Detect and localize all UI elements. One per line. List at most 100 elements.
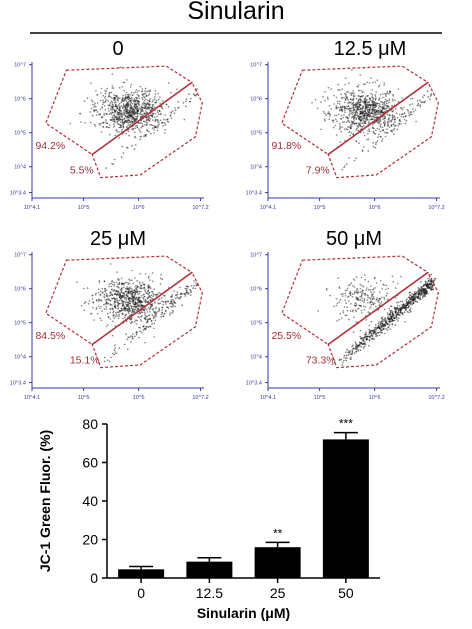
cell-event: [401, 300, 404, 303]
cell-event: [384, 135, 387, 138]
cell-event: [141, 122, 143, 125]
cell-event: [97, 300, 100, 302]
cell-event: [124, 99, 126, 102]
cell-event: [417, 296, 420, 298]
cell-event: [344, 299, 347, 302]
cell-event: [127, 281, 129, 284]
cell-event: [420, 281, 422, 283]
cell-event: [107, 107, 110, 110]
cell-event: [137, 315, 139, 318]
cell-event: [377, 332, 380, 334]
cell-event: [159, 292, 162, 295]
cell-event: [410, 310, 412, 313]
cell-event: [127, 101, 130, 103]
bar-x-label: Sinularin (μM): [197, 605, 290, 621]
cell-event: [134, 320, 136, 323]
y-tick-label: 10^3.4: [10, 191, 26, 197]
cell-event: [375, 129, 377, 131]
cell-event: [380, 110, 383, 112]
y-tick-label: 10^7: [250, 253, 262, 259]
cell-event: [347, 90, 350, 93]
cell-event: [127, 102, 130, 105]
cell-event: [95, 299, 98, 301]
cell-event: [142, 101, 145, 104]
cell-event: [328, 118, 331, 121]
cell-event: [368, 307, 371, 310]
cell-event: [146, 315, 149, 318]
cell-event: [118, 283, 121, 286]
cell-event: [138, 316, 141, 319]
cell-event: [130, 322, 132, 325]
cell-event: [324, 112, 326, 115]
cell-event: [113, 317, 115, 319]
cell-event: [355, 310, 358, 313]
cell-event: [163, 312, 166, 315]
cell-event: [370, 296, 373, 298]
cell-event: [380, 331, 382, 334]
cell-event: [364, 278, 367, 281]
cell-event: [352, 278, 355, 280]
cell-event: [381, 138, 384, 140]
cell-event: [374, 101, 376, 104]
bar-y-tick-label: 0: [90, 570, 98, 586]
cell-event: [86, 97, 89, 99]
cell-event: [153, 127, 156, 129]
cell-event: [120, 126, 122, 129]
cell-event: [134, 335, 136, 338]
cell-event: [399, 113, 401, 116]
cell-event: [176, 293, 179, 296]
cell-event: [393, 118, 396, 121]
cell-event: [159, 302, 162, 305]
flow-dots: [69, 66, 198, 169]
cell-event: [341, 96, 343, 99]
cell-event: [164, 295, 166, 297]
cell-event: [404, 304, 407, 307]
cell-event: [133, 310, 136, 313]
cell-event: [365, 115, 368, 117]
cell-event: [165, 309, 167, 312]
cell-event: [161, 306, 164, 309]
cell-event: [372, 97, 375, 99]
cell-event: [134, 285, 137, 287]
cell-event: [153, 116, 156, 119]
cell-event: [379, 136, 382, 138]
cell-event: [131, 269, 133, 272]
cell-event: [121, 107, 124, 109]
cell-event: [408, 112, 410, 114]
upper-gate: [281, 65, 430, 156]
cell-event: [386, 329, 389, 331]
cell-event: [116, 121, 118, 123]
cell-event: [140, 106, 143, 108]
cell-event: [358, 304, 361, 307]
cell-event: [161, 100, 164, 102]
cell-event: [341, 168, 344, 171]
cell-event: [95, 114, 98, 116]
cell-event: [104, 290, 106, 293]
cell-event: [334, 124, 337, 127]
cell-event: [107, 126, 110, 129]
cell-event: [382, 105, 385, 108]
cell-event: [122, 302, 124, 305]
cell-event: [152, 317, 155, 320]
cell-event: [373, 115, 375, 117]
cell-event: [346, 107, 348, 110]
cell-event: [166, 306, 168, 308]
cell-event: [398, 122, 401, 125]
cell-event: [119, 115, 121, 118]
cell-event: [394, 310, 397, 313]
cell-event: [130, 293, 132, 295]
cell-event: [365, 102, 367, 105]
cell-event: [118, 109, 121, 111]
cell-event: [141, 90, 144, 93]
cell-event: [374, 108, 377, 111]
cell-event: [379, 119, 382, 121]
cell-event: [139, 286, 141, 289]
cell-event: [151, 100, 154, 103]
cell-event: [134, 303, 136, 306]
cell-event: [333, 94, 335, 97]
cell-event: [122, 113, 124, 116]
cell-event: [397, 304, 399, 307]
cell-event: [406, 304, 409, 307]
cell-event: [379, 125, 382, 127]
